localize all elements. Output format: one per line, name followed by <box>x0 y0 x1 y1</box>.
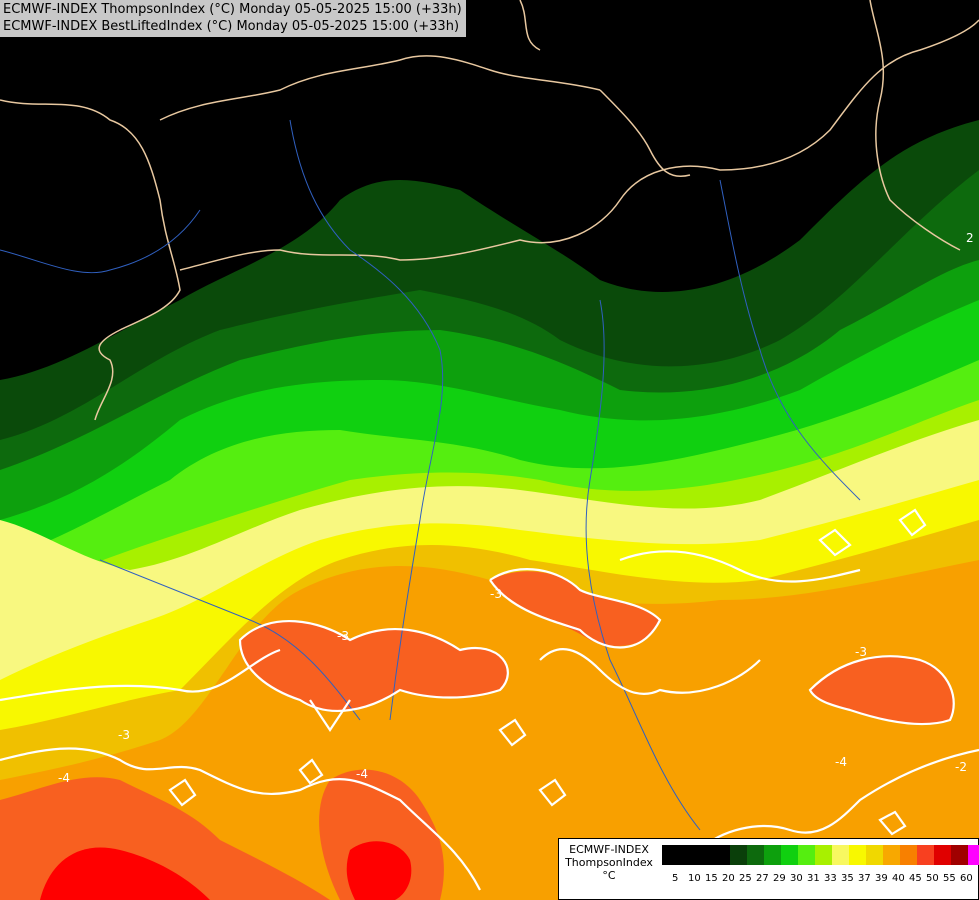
legend-tick-label: 20 <box>722 873 735 884</box>
contour-label: -2 <box>955 760 967 774</box>
legend-title-variable: ThompsonIndex <box>565 856 653 869</box>
legend-tick-label: 37 <box>858 873 871 884</box>
legend-title-source: ECMWF-INDEX <box>569 843 649 856</box>
legend-tick-label: 30 <box>790 873 803 884</box>
legend-tick-label: 60 <box>960 873 973 884</box>
title-thompson-index: ECMWF-INDEX ThompsonIndex (°C) Monday 05… <box>3 2 462 17</box>
legend-swatch <box>832 845 849 865</box>
legend-swatch <box>883 845 900 865</box>
country-borders <box>0 0 979 421</box>
legend-swatch <box>968 845 979 865</box>
legend-label: ECMWF-INDEX ThompsonIndex °C <box>559 843 659 882</box>
legend-swatch <box>662 845 730 865</box>
legend-tick-label: 55 <box>943 873 956 884</box>
legend-tick-label: 29 <box>773 873 786 884</box>
contour-label: -4 <box>58 771 70 785</box>
legend-swatch <box>815 845 832 865</box>
contour-label: -3 <box>490 587 502 601</box>
legend-swatch <box>951 845 968 865</box>
contour-labels: -3 -3 -3 -4 -4 -4 2 -2 -3 <box>58 231 974 785</box>
contour-label: -3 <box>337 629 349 643</box>
rivers <box>0 119 861 831</box>
legend-swatch <box>764 845 781 865</box>
legend-swatch <box>781 845 798 865</box>
color-legend: ECMWF-INDEX ThompsonIndex °C 5 10 15 20 25 27… <box>558 838 979 900</box>
legend-tick-label: 40 <box>892 873 905 884</box>
legend-swatch <box>730 845 747 865</box>
contour-label: -3 <box>118 728 130 742</box>
legend-tick-label: 10 <box>688 873 701 884</box>
legend-swatch <box>849 845 866 865</box>
legend-swatch <box>917 845 934 865</box>
legend-swatch <box>798 845 815 865</box>
contour-label: -4 <box>835 755 847 769</box>
contour-label: -4 <box>356 767 368 781</box>
legend-tick-label: 27 <box>756 873 769 884</box>
contour-label: -3 <box>855 645 867 659</box>
legend-tick-label: 5 <box>672 873 679 884</box>
map-title: ECMWF-INDEX ThompsonIndex (°C) Monday 05… <box>0 0 466 37</box>
legend-tick-label: 31 <box>807 873 820 884</box>
lifted-index-contours <box>0 508 979 891</box>
legend-tick-label: 33 <box>824 873 837 884</box>
band-45-far-east <box>810 656 954 725</box>
legend-swatch <box>866 845 883 865</box>
band-50b <box>346 841 412 900</box>
band-45-north <box>240 621 508 711</box>
band-45-east <box>490 571 660 646</box>
legend-swatch <box>900 845 917 865</box>
legend-tick-label: 39 <box>875 873 888 884</box>
legend-tick-label: 35 <box>841 873 854 884</box>
legend-swatch <box>747 845 764 865</box>
contour-label: 2 <box>966 231 974 245</box>
legend-tick-label: 50 <box>926 873 939 884</box>
legend-unit: °C <box>602 869 616 882</box>
legend-swatch <box>934 845 951 865</box>
legend-tick-label: 25 <box>739 873 752 884</box>
legend-swatches <box>662 845 979 865</box>
legend-tick-label: 15 <box>705 873 718 884</box>
title-best-lifted-index: ECMWF-INDEX BestLiftedIndex (°C) Monday … <box>3 19 460 34</box>
legend-tick-label: 45 <box>909 873 922 884</box>
band-50 <box>40 847 210 900</box>
